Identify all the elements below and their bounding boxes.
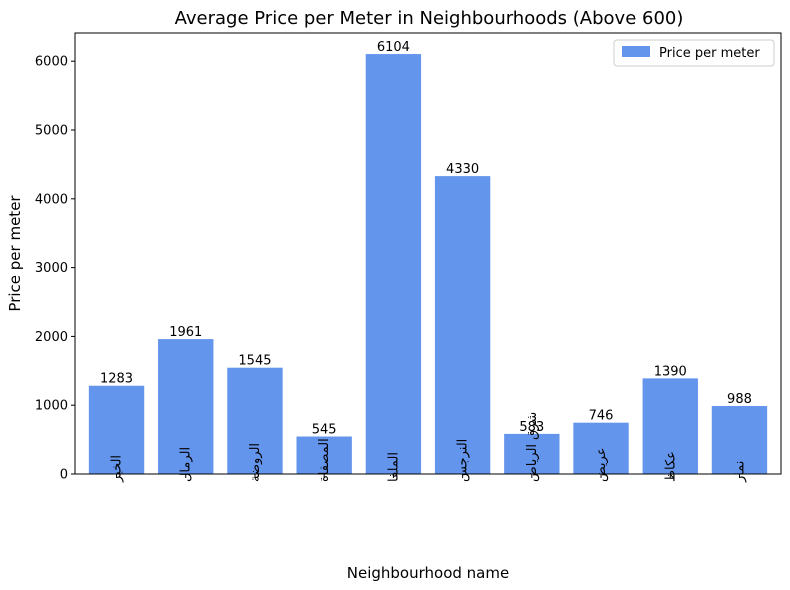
x-tick-label: نمار — [732, 461, 747, 483]
y-tick-label: 4000 — [35, 192, 68, 207]
legend: Price per meter — [613, 39, 775, 67]
bar — [434, 176, 491, 474]
bar — [296, 436, 352, 474]
data-label: 4330 — [446, 162, 479, 177]
data-label: 1961 — [169, 325, 202, 340]
x-tick-label: النرجس — [456, 439, 471, 482]
data-label: 746 — [589, 409, 614, 424]
y-tick-label: 3000 — [35, 261, 68, 276]
y-axis: 0 1000 2000 3000 4000 5000 6000 — [35, 55, 75, 483]
bar — [573, 422, 629, 474]
x-tick-label: الملقا — [386, 452, 401, 482]
y-tick-label: 1000 — [35, 399, 68, 414]
data-label: 1545 — [238, 354, 271, 369]
y-tick-label: 5000 — [35, 124, 68, 139]
data-label: 1283 — [100, 372, 133, 387]
x-tick-label: الخير — [110, 455, 125, 483]
y-tick-label: 2000 — [35, 330, 68, 345]
x-tick-label: عريض — [594, 448, 609, 482]
legend-box — [613, 39, 775, 67]
legend-swatch — [622, 46, 650, 57]
chart-title: Average Price per Meter in Neighbourhood… — [175, 8, 684, 29]
plot-frame — [74, 32, 782, 475]
bar — [227, 367, 283, 474]
bar — [88, 385, 145, 474]
y-axis-title: Price per meter — [6, 195, 24, 312]
bar — [642, 378, 698, 474]
y-tick-label: 6000 — [35, 55, 68, 70]
data-label: 6104 — [377, 40, 410, 55]
data-labels-layer: 1283 1961 1545 545 6104 4330 583 746 1390 988 — [100, 40, 752, 437]
x-tick-label: عكاظ — [663, 451, 678, 482]
bar — [711, 406, 768, 474]
x-tick-label: المصفاة — [317, 438, 332, 482]
x-tick-label: الروضة — [248, 443, 263, 482]
y-tick-label: 0 — [60, 468, 68, 483]
bar — [504, 433, 560, 474]
x-tick-label: الرمال — [179, 447, 194, 482]
data-label: 583 — [519, 420, 544, 435]
x-axis-title: Neighbourhood name — [347, 564, 509, 582]
x-tick-label: شرق الرياض — [525, 412, 540, 482]
data-label: 1390 — [654, 364, 687, 379]
data-label: 545 — [312, 423, 337, 438]
bar — [365, 54, 422, 474]
bars-layer — [88, 54, 768, 474]
bar — [158, 339, 214, 474]
x-axis: الخير الرمال الروضة المصفاة الملقا النرجس شرق … — [110, 412, 748, 483]
legend-label: Price per meter — [659, 46, 760, 61]
data-label: 988 — [727, 392, 752, 407]
